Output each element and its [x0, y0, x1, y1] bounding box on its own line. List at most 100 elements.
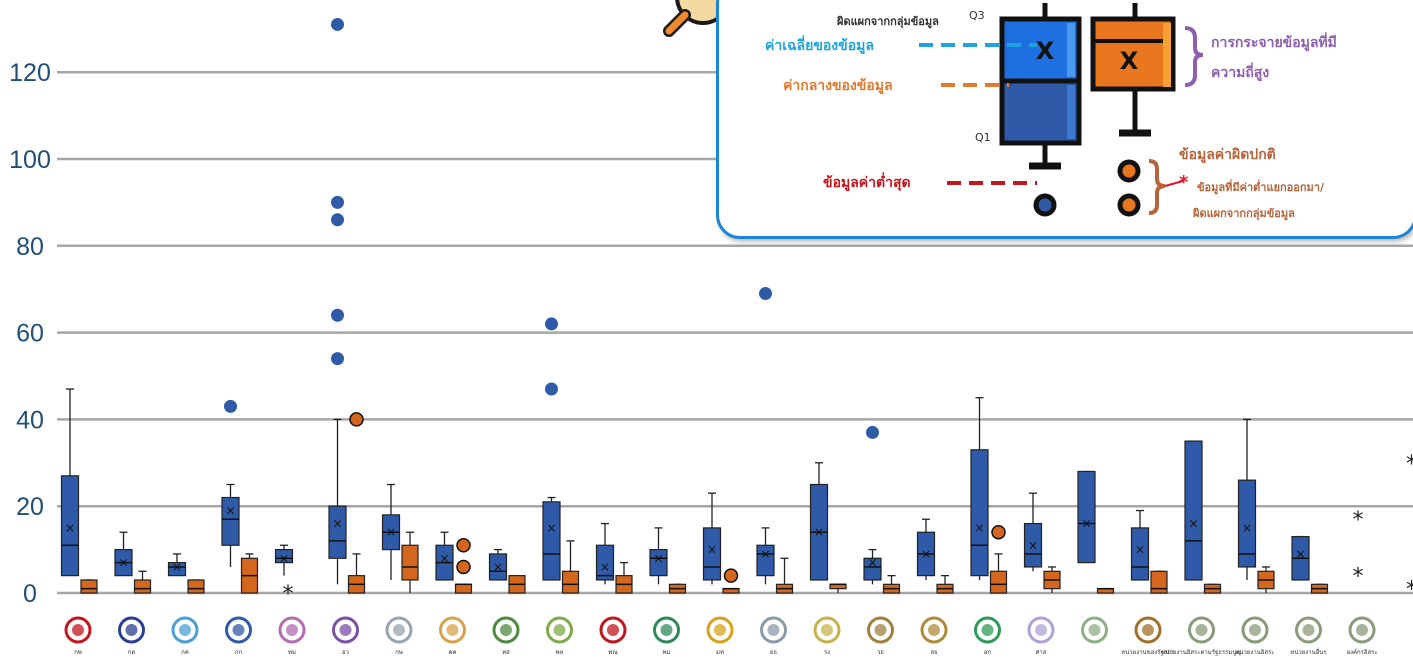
box-body — [989, 570, 1008, 594]
box-body — [488, 553, 508, 581]
orange-box-2 — [187, 579, 205, 594]
legend-orange-box: X — [1090, 3, 1176, 217]
orange-box-19 — [1096, 587, 1115, 594]
orange-box-10 — [615, 561, 633, 594]
mean-marker: × — [1188, 517, 1198, 531]
box-body — [649, 548, 668, 577]
x-category-23: หน่วยงานอื่นๆ — [1290, 616, 1327, 656]
x-tick-label: หน่วยงานอิสระตามรัฐธรรมนูญ — [1161, 649, 1241, 656]
x-tick-label: กพ — [74, 649, 82, 656]
x-category-17: อก — [974, 616, 1001, 656]
x-tick-label: รง — [824, 649, 830, 656]
box-body — [595, 544, 615, 581]
x-tick-label: อว — [342, 649, 349, 656]
agency-emblem-inner — [125, 624, 138, 636]
blue-box-21: × — [1184, 440, 1203, 581]
legend-blue-mean-mark: X — [1036, 37, 1055, 65]
orange-box-5 — [347, 412, 366, 594]
box-body — [80, 579, 98, 594]
x-category-18: ศาล — [1027, 616, 1055, 656]
blue-box-5: × — [328, 17, 347, 585]
mean-marker: × — [653, 551, 663, 565]
orange-box-11 — [668, 583, 687, 594]
x-category-2: กค — [171, 616, 199, 656]
agency-emblem-inner — [1142, 624, 1154, 636]
legend-spread-line2: ความถี่สูง — [1211, 62, 1269, 81]
orange-box-13 — [775, 557, 794, 594]
box-body — [756, 544, 775, 577]
mean-marker: × — [1135, 543, 1145, 557]
x-category-6: กษ — [385, 616, 413, 656]
x-tick-label: กค — [181, 649, 189, 656]
mean-marker: × — [1295, 547, 1305, 561]
legend-outlier-title: ข้อมูลค่าผิดปกติ — [1179, 147, 1276, 163]
x-category-15: วธ — [867, 616, 894, 656]
agency-emblem-inner — [1195, 624, 1208, 636]
agency-emblem-inner — [981, 624, 994, 636]
orange-box-7 — [454, 538, 473, 594]
mean-marker: × — [493, 560, 503, 574]
orange-box-9 — [561, 540, 580, 594]
agency-emblem-inner — [821, 624, 833, 636]
outlier-point — [456, 538, 471, 553]
blue-box-9: × — [542, 317, 561, 581]
x-tick-label: พม — [288, 649, 296, 656]
legend-panel: X X * ผิดแผกจากกลุ่มข้อมูล Q3 Q1 ค่าเฉลี… — [716, 0, 1413, 239]
blue-box-22: × — [1237, 418, 1257, 580]
orange-box-23 — [1310, 583, 1329, 594]
blue-box-11: × — [649, 527, 668, 585]
x-category-14: รง — [813, 616, 841, 656]
legend-mean-label: ค่าเฉลี่ยของข้อมูล — [765, 35, 874, 54]
box-body — [1184, 440, 1203, 581]
mean-marker: × — [760, 547, 770, 561]
agency-emblem-inner — [179, 624, 191, 636]
box-body — [561, 570, 580, 594]
mean-marker: × — [546, 521, 556, 535]
mean-marker: × — [225, 504, 235, 518]
mean-marker: × — [65, 521, 75, 535]
legend-outlier-line2: ผิดแผกจากกลุ่มข้อมูล — [1192, 207, 1295, 221]
legend-orange-mean-mark: X — [1120, 47, 1139, 75]
x-category-22: หน่วยงานอิสระ — [1235, 616, 1275, 656]
mean-marker: × — [600, 560, 610, 574]
x-tick-label: หน่วยงานอื่นๆ — [1290, 648, 1326, 656]
y-tick-label: 60 — [16, 320, 44, 348]
star-marker: * — [1353, 508, 1364, 533]
x-tick-label: ยธ — [770, 649, 778, 656]
magnifier-icon — [663, 0, 731, 37]
x-tick-label: หน่วยงานอิสระ — [1235, 649, 1274, 656]
x-tick-label: ศาล — [1036, 649, 1047, 656]
mean-marker: × — [1028, 538, 1038, 552]
y-tick-label: 20 — [16, 493, 44, 521]
blue-box-20: × — [1130, 509, 1150, 581]
outlier-point — [991, 524, 1006, 540]
x-category-1: กต — [118, 616, 145, 656]
x-category-3: กก — [225, 616, 252, 656]
agency-emblem-inner — [393, 624, 405, 636]
orange-box-15 — [882, 574, 901, 594]
mean-marker: × — [1081, 517, 1091, 531]
x-category-5: อว — [332, 616, 359, 656]
x-category-11: พม — [653, 616, 680, 656]
box-body — [133, 579, 152, 594]
x-tick-label: กต — [128, 649, 136, 656]
orange-box-0 — [80, 579, 98, 594]
svg-text:*: * — [1179, 172, 1189, 193]
mean-marker: × — [867, 556, 877, 570]
y-tick-label: 100 — [9, 146, 51, 174]
agency-emblem-inner — [1088, 624, 1101, 636]
agency-emblem-inner — [1035, 624, 1047, 636]
x-tick-label: วธ — [877, 649, 884, 656]
x-tick-label: กษ — [395, 649, 403, 656]
agency-emblem-inner — [553, 624, 566, 636]
x-tick-label: สธ — [930, 649, 938, 656]
x-category-19 — [1081, 616, 1108, 644]
box-body — [221, 496, 240, 546]
orange-box-8 — [508, 574, 526, 594]
legend-q3-label: Q3 — [969, 9, 985, 22]
mean-marker: × — [921, 547, 931, 561]
star-marker: * — [1406, 578, 1413, 603]
box-body — [1150, 570, 1168, 594]
blue-box-16: × — [916, 518, 936, 580]
